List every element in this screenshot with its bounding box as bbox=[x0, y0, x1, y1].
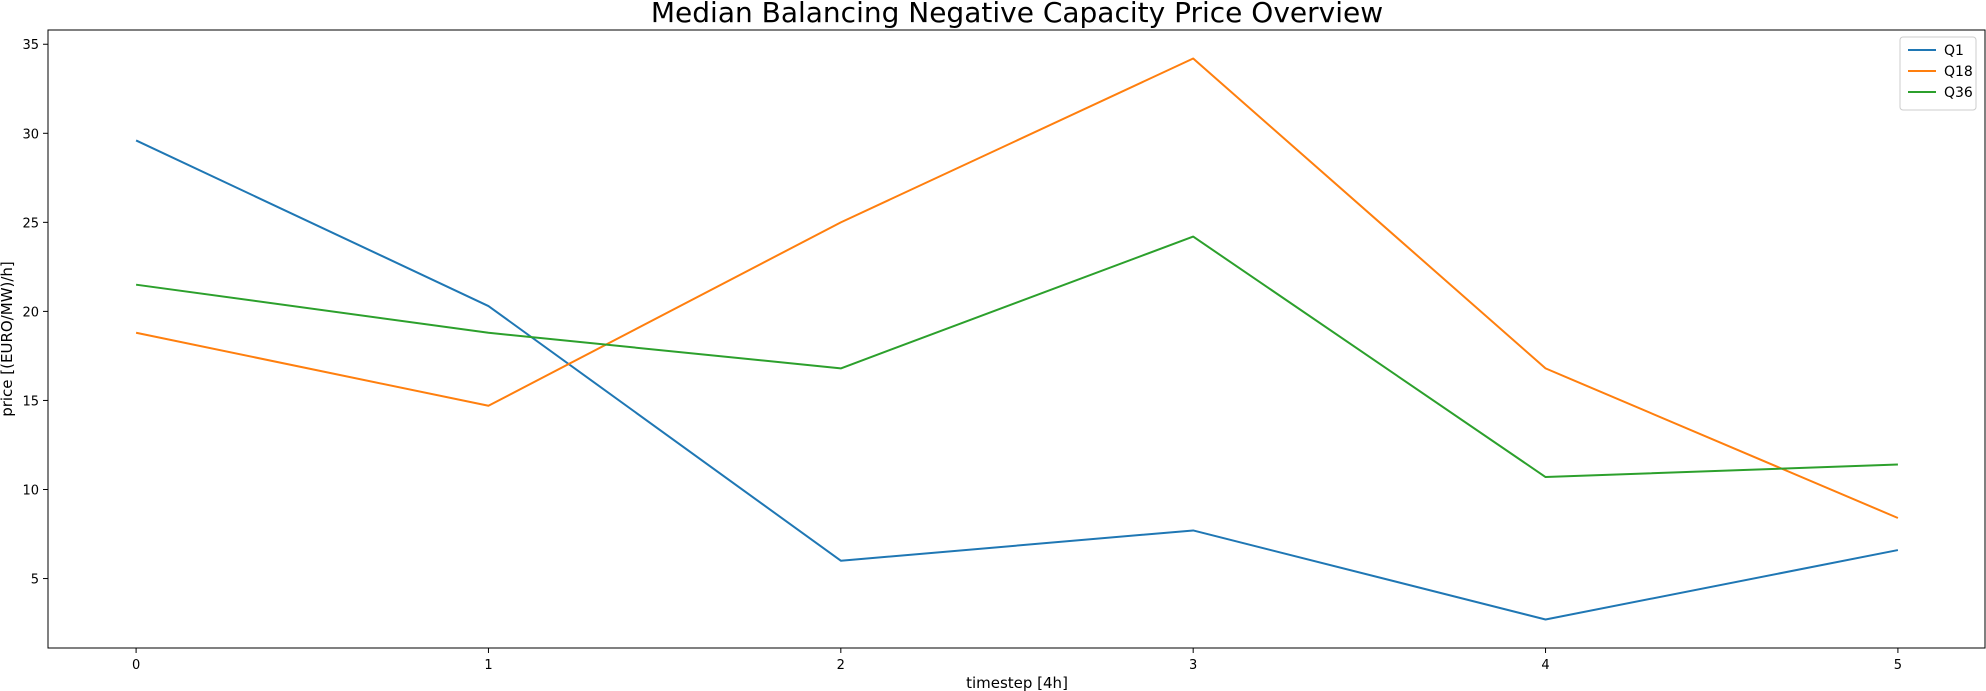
y-tick-label: 5 bbox=[31, 573, 39, 588]
series-line-q1 bbox=[135, 139, 1899, 621]
series-line-q18 bbox=[135, 57, 1899, 519]
legend-label-q36: Q36 bbox=[1944, 85, 1973, 101]
chart-title: Median Balancing Negative Capacity Price… bbox=[651, 0, 1383, 29]
x-tick-label: 0 bbox=[132, 658, 140, 673]
x-tick-label: 4 bbox=[1541, 658, 1549, 673]
x-tick-label: 5 bbox=[1894, 658, 1902, 673]
x-tick-label: 2 bbox=[837, 658, 845, 673]
legend-label-q18: Q18 bbox=[1944, 64, 1973, 80]
y-tick-label: 15 bbox=[22, 394, 39, 409]
y-tick-label: 20 bbox=[22, 305, 39, 320]
x-tick-label: 3 bbox=[1189, 658, 1197, 673]
legend-label-q1: Q1 bbox=[1944, 43, 1964, 59]
plot-area: 0 1 2 3 4 5 5 10 15 20 25 30 35 bbox=[22, 29, 1986, 673]
y-tick-label: 10 bbox=[22, 483, 39, 498]
y-tick-label: 35 bbox=[22, 38, 39, 53]
x-tick-label: 1 bbox=[484, 658, 492, 673]
series-line-q36 bbox=[135, 235, 1898, 479]
y-tick-label: 30 bbox=[22, 127, 39, 142]
y-axis-label: price [(EURO/MW)/h] bbox=[0, 261, 16, 417]
legend: Q1 Q18 Q36 bbox=[1899, 36, 1977, 111]
plot-frame bbox=[47, 29, 1986, 649]
x-axis-label: timestep [4h] bbox=[966, 674, 1068, 691]
y-tick-label: 25 bbox=[22, 216, 39, 231]
